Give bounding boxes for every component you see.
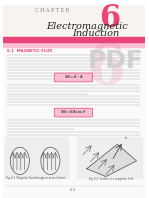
Text: Electromagnetic: Electromagnetic xyxy=(46,22,128,31)
Text: 6: 6 xyxy=(87,41,125,96)
Text: 6.1  MAGNETIC FLUX: 6.1 MAGNETIC FLUX xyxy=(7,49,53,53)
Text: $\hat{n}$: $\hat{n}$ xyxy=(124,135,128,142)
Text: $\Phi_B = BA\cos\theta$: $\Phi_B = BA\cos\theta$ xyxy=(60,109,87,116)
Bar xyxy=(77,137,142,178)
Text: Fig. 6.2  Surface in a magnetic field: Fig. 6.2 Surface in a magnetic field xyxy=(89,177,133,181)
Text: $\Phi_B = B \cdot A$: $\Phi_B = B \cdot A$ xyxy=(64,74,83,81)
Bar xyxy=(3,47,145,198)
Bar xyxy=(3,37,145,42)
Bar xyxy=(3,5,145,47)
Text: 6.1: 6.1 xyxy=(70,188,77,192)
FancyBboxPatch shape xyxy=(54,73,93,82)
FancyBboxPatch shape xyxy=(54,108,93,117)
Bar xyxy=(6,137,68,178)
Text: C H A P T E R: C H A P T E R xyxy=(35,8,69,13)
Bar xyxy=(3,42,145,47)
Polygon shape xyxy=(87,144,136,177)
Text: PDF: PDF xyxy=(87,49,143,73)
Text: Induction: Induction xyxy=(72,29,119,38)
Text: 6: 6 xyxy=(99,3,120,34)
Text: Fig. 6.1  Magnetic flux through an area element: Fig. 6.1 Magnetic flux through an area e… xyxy=(6,175,66,180)
